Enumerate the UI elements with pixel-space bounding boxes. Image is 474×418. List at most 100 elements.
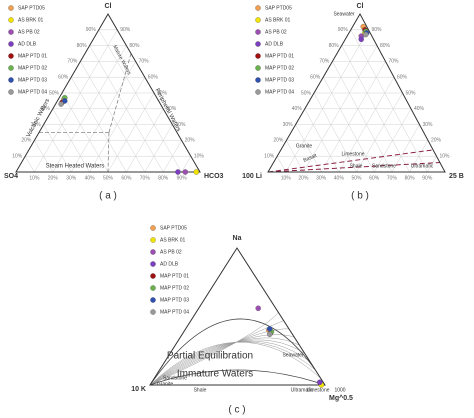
legend-marker xyxy=(150,309,156,315)
grid-line xyxy=(332,61,393,173)
tick-label: 10% xyxy=(440,154,451,160)
region-label: Limestone xyxy=(306,387,329,393)
region-label: Immature Waters xyxy=(177,369,253,380)
tick-label: 30% xyxy=(423,122,434,128)
tick-label: 10% xyxy=(194,154,205,160)
ternary-chart: 10% 10% 10% 20% 20% 20% 30% 30% 30% 40% 40% 40% 50% 5… xyxy=(242,3,464,202)
corner-label: 10 K xyxy=(131,386,146,393)
triangle-frame xyxy=(15,13,201,173)
region-label: Shale xyxy=(350,163,363,169)
region-label: Shale xyxy=(194,387,207,393)
tick-label: 80% xyxy=(77,43,88,49)
legend-label: SAP PTD05 xyxy=(265,5,292,11)
data-point xyxy=(58,101,64,107)
legend-label: AD DLB xyxy=(18,41,37,47)
corner-label: Na xyxy=(233,235,242,242)
tick-label: 50% xyxy=(301,90,312,96)
legend-label: MAP PTD 03 xyxy=(160,297,189,303)
corner-label: Cl xyxy=(357,3,364,10)
legend-label: MAP PTD 03 xyxy=(265,77,294,83)
tick-label: 90% xyxy=(86,27,97,33)
grid-line xyxy=(52,108,90,173)
legend-marker xyxy=(150,249,156,255)
data-point xyxy=(266,326,273,332)
grid-line xyxy=(24,156,35,173)
triangle-frame xyxy=(149,247,326,386)
region-label: Partial Equilibration xyxy=(167,351,253,362)
tick-label: 50% xyxy=(351,175,362,181)
region-label: Steam Heated Waters xyxy=(46,164,105,170)
region-label: Ultramafic xyxy=(411,163,434,169)
tick-label: 60% xyxy=(148,75,159,81)
region-label: Seawater xyxy=(282,352,303,358)
tick-label: 10% xyxy=(264,154,275,160)
grid-line xyxy=(107,92,155,173)
legend-marker xyxy=(150,273,156,279)
data-point xyxy=(193,169,200,175)
ternary-chart: Na 10 K Mg^0.5 Partial Equilibration Immatur… xyxy=(131,225,353,416)
corner-label: 25 B xyxy=(449,173,464,180)
ternary-chart: 10% 10% 10% 20% 20% 20% 30% 30% 30% 40% 40% 40% 50% 5… xyxy=(4,3,224,202)
grid-line xyxy=(286,140,304,173)
grid-line xyxy=(80,61,146,173)
tick-label: 70% xyxy=(389,59,400,65)
tick-label: 60% xyxy=(121,175,132,181)
tick-label: 10% xyxy=(12,154,23,160)
boundary xyxy=(107,132,110,173)
grid-line xyxy=(409,140,429,173)
data-point xyxy=(362,31,369,38)
legend-marker xyxy=(255,65,261,71)
legend-marker xyxy=(255,77,261,83)
tick-label: 50% xyxy=(49,90,60,96)
tick-label: 50% xyxy=(103,175,114,181)
tick-label: 30% xyxy=(175,122,186,128)
tick-label: 20% xyxy=(298,175,309,181)
tick-label: 70% xyxy=(319,59,330,65)
region-label: Granite xyxy=(157,381,174,387)
grid-line xyxy=(350,29,428,173)
grid-line xyxy=(356,92,403,173)
legend-marker xyxy=(8,17,14,23)
legend-marker xyxy=(8,65,14,71)
legend-marker xyxy=(8,89,14,95)
tick-label: 20% xyxy=(273,138,284,144)
region-label: Peripheral Waters xyxy=(154,88,182,133)
tick-label: 40% xyxy=(85,175,96,181)
tick-label: 90% xyxy=(422,175,433,181)
tick-label: 30% xyxy=(316,175,327,181)
corner-label: SO4 xyxy=(4,173,18,180)
grid-line xyxy=(34,140,54,173)
corner-label: Mg^0.5 xyxy=(329,394,353,402)
legend-label: MAP PTD 04 xyxy=(18,89,47,95)
boundary xyxy=(108,53,132,133)
legend-label: MAP PTD 04 xyxy=(265,89,294,95)
grid-line xyxy=(162,140,182,173)
corner-label: 100 Li xyxy=(242,173,262,180)
legend-label: AD DLB xyxy=(265,41,284,47)
tick-label: 80% xyxy=(405,175,416,181)
legend-marker xyxy=(150,225,156,231)
legend-marker xyxy=(8,53,14,59)
grid-line xyxy=(295,124,322,173)
legend-label: AS PB 02 xyxy=(18,29,40,35)
corner-label: HCO3 xyxy=(204,173,224,180)
legend-label: AS PB 02 xyxy=(160,249,182,255)
tick-label: 90% xyxy=(120,27,131,33)
legend-marker xyxy=(255,89,261,95)
tick-label: 40% xyxy=(292,106,303,112)
tick-label: 10% xyxy=(29,175,40,181)
tick-label: 70% xyxy=(140,175,151,181)
tick-label: 30% xyxy=(31,122,42,128)
legend-marker xyxy=(255,53,261,59)
grid-line xyxy=(313,92,357,173)
grid-line xyxy=(70,61,136,173)
data-point xyxy=(62,98,68,104)
tick-label: 60% xyxy=(58,75,69,81)
grid-line xyxy=(285,29,369,173)
legend-marker xyxy=(255,29,261,35)
legend-label: MAP PTD 03 xyxy=(18,77,47,83)
tick-label: 30% xyxy=(66,175,77,181)
tick-label: 70% xyxy=(139,59,150,65)
tick-label: 80% xyxy=(158,175,169,181)
